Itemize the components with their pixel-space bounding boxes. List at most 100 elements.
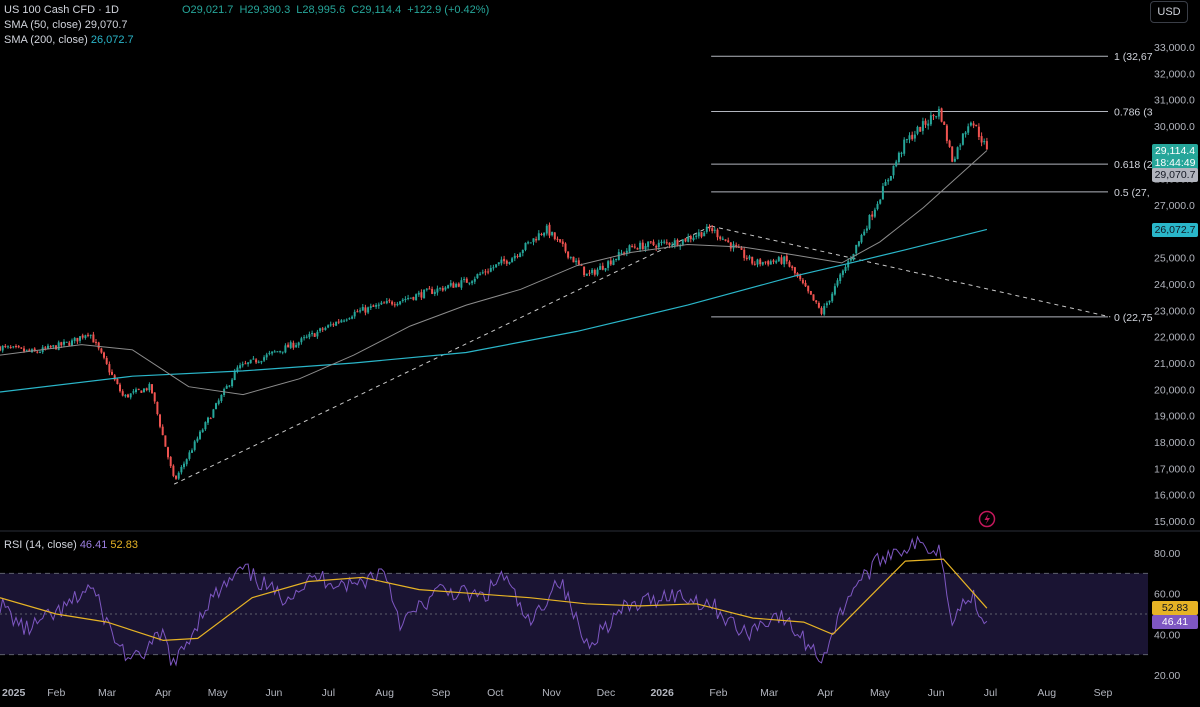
candle-body [308,334,311,338]
candle-body [849,259,852,261]
candle-body [601,265,604,270]
lightning-icon-ring [978,510,996,528]
candle-body [977,126,980,137]
currency-button[interactable]: USD [1150,1,1188,23]
candle-body [164,435,167,447]
candle-body [177,472,180,479]
candle-body [481,272,484,274]
candle-body [825,303,828,306]
candle-body [44,347,47,349]
time-tick-label: May [208,687,229,699]
candle-body [140,390,143,393]
candle-body [185,459,188,465]
candle-body [644,246,647,250]
price-tick-label: 19,000.0 [1154,411,1195,423]
candle-body [444,287,447,290]
candle-body [169,457,172,467]
trend-lines[interactable] [173,225,1111,485]
candle-body [383,302,386,304]
symbol-legend: US 100 Cash CFD · 1D O29,021.7 H29,390.3… [4,4,492,17]
candle-body [68,342,71,346]
candle-body [297,342,300,346]
candle-body [300,338,303,343]
candle-body [39,352,41,354]
candle-body [487,271,490,273]
candle-body [159,414,161,427]
sma200-legend[interactable]: SMA (200, close) 26,072.7 [4,34,134,47]
candle-body [305,336,308,338]
fib-retracement[interactable]: 1 (32,67 0.786 (3 0.618 (2 0.5 (27, 0 (22,75 [711,51,1153,324]
candle-body [369,306,372,308]
candle-body [785,255,788,262]
candles [0,106,988,480]
price-tick-label: 25,000.0 [1154,253,1195,265]
candle-body [636,248,639,250]
sma50-legend[interactable]: SMA (50, close) 29,070.7 [4,19,128,32]
price-tick-label: 17,000.0 [1154,463,1195,475]
candle-body [881,186,884,200]
candle-body [759,259,762,265]
change-value: +122.9 (+0.42%) [407,4,490,16]
candle-body [617,252,620,260]
candle-body [49,346,52,348]
candle-body [569,256,572,258]
candle-body [489,268,492,272]
candle-body [524,242,527,250]
candle-body [428,288,431,290]
candle-body [137,388,140,390]
candle-body [167,447,169,458]
candle-body [65,341,68,343]
price-tick-label: 31,000.0 [1154,95,1195,107]
candle-body [828,300,831,303]
candle-body [377,304,380,306]
candle-body [708,226,711,229]
candle-body [324,327,327,330]
candle-body [52,345,55,347]
candle-body [311,333,314,335]
candle-body [631,246,634,248]
candle-body [641,242,644,250]
rsi-value: 46.41 [79,539,108,551]
candle-body [868,215,871,229]
candle-body [343,320,346,322]
price-tick-label: 16,000.0 [1154,490,1195,502]
price-tick-label: 30,000.0 [1154,121,1195,133]
candle-body [596,269,599,275]
candle-body [743,249,746,258]
candle-body [356,311,359,313]
rsi-legend[interactable]: RSI (14, close) 46.41 52.83 [4,539,138,552]
candle-body [655,245,658,248]
price-tick-label: 21,000.0 [1154,358,1195,370]
candle-body [817,303,820,308]
sma50-line [0,150,988,396]
candle-body [809,291,812,295]
symbol-title[interactable]: US 100 Cash CFD · 1D [4,4,119,16]
candle-body [735,244,738,247]
candle-body [591,269,594,274]
candle-body [892,165,895,176]
candle-body [553,232,556,240]
candle-body [951,146,954,162]
candle-body [463,279,466,280]
candle-body [207,417,209,423]
candle-body [228,385,231,387]
candle-body [351,316,354,319]
candle-body [769,261,772,265]
price-tick-label: 18,000.0 [1154,437,1195,449]
candle-body [903,139,906,154]
candle-body [711,228,714,231]
candle-body [337,321,340,323]
candle-body [63,341,65,345]
candle-body [404,299,407,300]
candle-body [433,291,436,294]
fib-level-label: 0 (22,75 [1114,312,1153,324]
candle-body [193,441,196,450]
candle-body [607,261,610,268]
candle-body [900,152,903,154]
candle-body [516,255,519,257]
candle-body [985,141,988,150]
candle-body [508,262,511,264]
candle-body [815,300,818,303]
